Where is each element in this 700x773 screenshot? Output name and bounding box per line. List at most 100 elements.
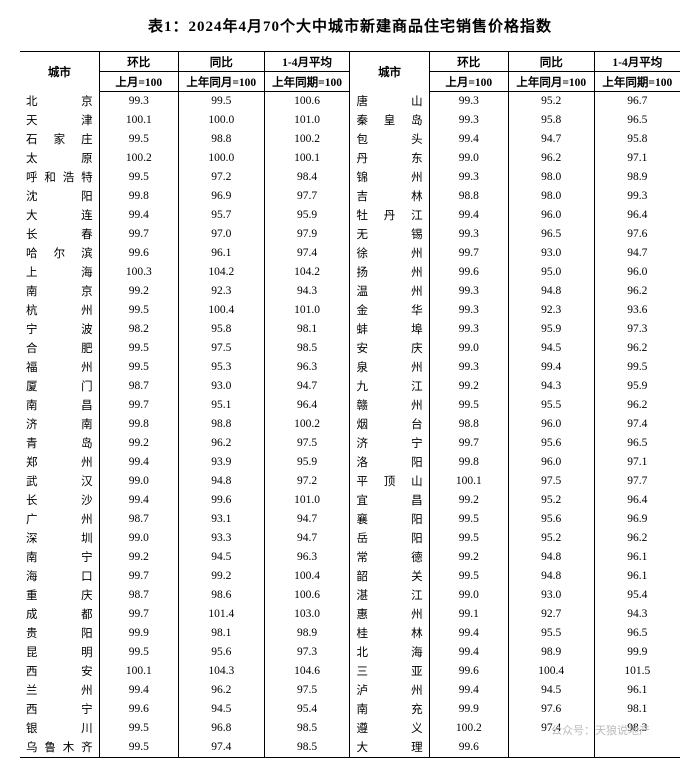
mom-cell: 99.7	[99, 567, 178, 586]
mom-cell: 100.2	[99, 149, 178, 168]
city-cell: 金 华	[350, 301, 429, 320]
yoy-cell: 98.8	[178, 415, 264, 434]
city-cell: 九 江	[350, 377, 429, 396]
avg-cell: 100.1	[264, 149, 350, 168]
mom-cell: 100.1	[429, 472, 508, 491]
city-cell: 岳 阳	[350, 529, 429, 548]
avg-cell: 97.4	[594, 415, 680, 434]
mom-cell: 99.2	[429, 377, 508, 396]
city-cell: 南 京	[20, 282, 99, 301]
yoy-cell: 101.4	[178, 605, 264, 624]
header-mom-left: 环比	[99, 52, 178, 72]
city-cell: 南 宁	[20, 548, 99, 567]
mom-cell: 99.4	[429, 643, 508, 662]
table-row: 合 肥99.597.598.5安 庆99.094.596.2	[20, 339, 680, 358]
yoy-cell: 97.4	[178, 738, 264, 758]
yoy-cell: 94.7	[508, 130, 594, 149]
avg-cell: 97.6	[594, 225, 680, 244]
mom-cell: 99.6	[429, 662, 508, 681]
city-cell: 宜 昌	[350, 491, 429, 510]
city-cell: 无 锡	[350, 225, 429, 244]
mom-cell: 99.5	[99, 339, 178, 358]
mom-cell: 99.0	[99, 529, 178, 548]
yoy-cell: 94.8	[508, 567, 594, 586]
yoy-cell: 95.6	[508, 510, 594, 529]
mom-cell: 99.4	[429, 624, 508, 643]
table-row: 呼和浩特99.597.298.4锦 州99.398.098.9	[20, 168, 680, 187]
city-cell: 烟 台	[350, 415, 429, 434]
city-cell: 青 岛	[20, 434, 99, 453]
city-cell: 海 口	[20, 567, 99, 586]
yoy-cell: 98.9	[508, 643, 594, 662]
yoy-cell: 95.2	[508, 529, 594, 548]
yoy-cell: 95.3	[178, 358, 264, 377]
yoy-cell: 96.0	[508, 415, 594, 434]
table-row: 广 州98.793.194.7襄 阳99.595.696.9	[20, 510, 680, 529]
mom-cell: 99.5	[99, 719, 178, 738]
avg-cell	[594, 738, 680, 758]
avg-cell: 94.7	[264, 529, 350, 548]
yoy-cell: 97.5	[508, 472, 594, 491]
header-yoy-left: 同比	[178, 52, 264, 72]
city-cell: 合 肥	[20, 339, 99, 358]
subheader-yoy-left: 上年同月=100	[178, 72, 264, 92]
avg-cell: 97.1	[594, 149, 680, 168]
yoy-cell: 95.6	[178, 643, 264, 662]
avg-cell: 98.9	[594, 168, 680, 187]
yoy-cell: 94.5	[508, 681, 594, 700]
table-row: 杭 州99.5100.4101.0金 华99.392.393.6	[20, 301, 680, 320]
city-cell: 呼和浩特	[20, 168, 99, 187]
yoy-cell: 100.4	[508, 662, 594, 681]
mom-cell: 99.8	[429, 453, 508, 472]
subheader-avg-left: 上年同期=100	[264, 72, 350, 92]
city-cell: 徐 州	[350, 244, 429, 263]
table-row: 济 南99.898.8100.2烟 台98.896.097.4	[20, 415, 680, 434]
mom-cell: 99.4	[99, 681, 178, 700]
city-cell: 银 川	[20, 719, 99, 738]
city-cell: 丹 东	[350, 149, 429, 168]
yoy-cell: 94.5	[178, 548, 264, 567]
subheader-mom-left: 上月=100	[99, 72, 178, 92]
mom-cell: 99.6	[429, 738, 508, 758]
yoy-cell: 95.8	[178, 320, 264, 339]
avg-cell: 94.7	[264, 510, 350, 529]
city-cell: 天 津	[20, 111, 99, 130]
table-row: 兰 州99.496.297.5泸 州99.494.596.1	[20, 681, 680, 700]
yoy-cell: 98.0	[508, 187, 594, 206]
avg-cell: 98.5	[264, 738, 350, 758]
avg-cell: 96.1	[594, 548, 680, 567]
yoy-cell: 96.1	[178, 244, 264, 263]
avg-cell: 96.0	[594, 263, 680, 282]
avg-cell: 98.9	[264, 624, 350, 643]
avg-cell: 98.1	[594, 700, 680, 719]
mom-cell: 99.3	[429, 301, 508, 320]
city-cell: 长 春	[20, 225, 99, 244]
yoy-cell: 96.8	[178, 719, 264, 738]
table-row: 武 汉99.094.897.2平 顶 山100.197.597.7	[20, 472, 680, 491]
mom-cell: 99.5	[99, 643, 178, 662]
avg-cell: 97.7	[594, 472, 680, 491]
city-cell: 昆 明	[20, 643, 99, 662]
yoy-cell: 93.1	[178, 510, 264, 529]
city-cell: 泸 州	[350, 681, 429, 700]
table-row: 深 圳99.093.394.7岳 阳99.595.296.2	[20, 529, 680, 548]
yoy-cell: 97.2	[178, 168, 264, 187]
avg-cell: 94.7	[264, 377, 350, 396]
mom-cell: 99.3	[99, 92, 178, 111]
mom-cell: 98.7	[99, 377, 178, 396]
city-cell: 上 海	[20, 263, 99, 282]
avg-cell: 95.9	[594, 377, 680, 396]
mom-cell: 99.5	[99, 358, 178, 377]
city-cell: 赣 州	[350, 396, 429, 415]
mom-cell: 99.2	[429, 491, 508, 510]
avg-cell: 99.3	[594, 187, 680, 206]
avg-cell: 100.6	[264, 586, 350, 605]
yoy-cell: 93.0	[178, 377, 264, 396]
table-row: 上 海100.3104.2104.2扬 州99.695.096.0	[20, 263, 680, 282]
avg-cell: 98.4	[264, 168, 350, 187]
table-row: 郑 州99.493.995.9洛 阳99.896.097.1	[20, 453, 680, 472]
avg-cell: 96.3	[264, 358, 350, 377]
mom-cell: 99.7	[429, 244, 508, 263]
avg-cell: 97.3	[594, 320, 680, 339]
city-cell: 南 充	[350, 700, 429, 719]
